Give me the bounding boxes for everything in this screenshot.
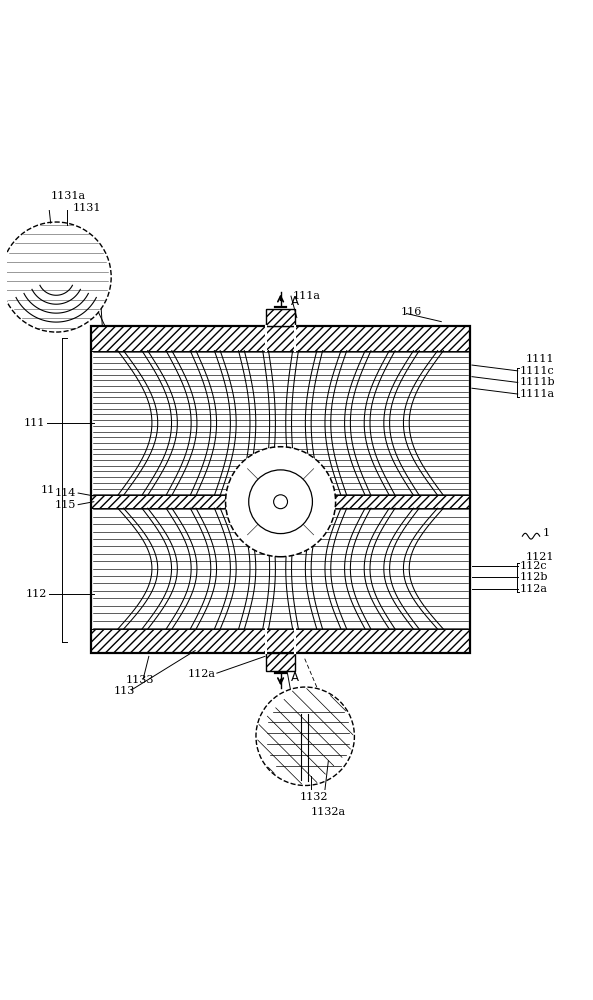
Text: 1121: 1121 — [525, 552, 554, 562]
Text: 1: 1 — [543, 528, 550, 538]
Text: 11: 11 — [41, 485, 55, 495]
Text: 115: 115 — [55, 500, 76, 510]
Circle shape — [273, 495, 288, 509]
Text: 1111c: 1111c — [519, 366, 554, 376]
Text: 1131a: 1131a — [50, 191, 86, 201]
Text: 114: 114 — [55, 488, 76, 498]
Text: 113: 113 — [114, 686, 135, 696]
Text: 1132a: 1132a — [311, 807, 346, 817]
Bar — [266, 653, 295, 671]
Text: 112c: 112c — [519, 561, 547, 571]
Text: 111a: 111a — [292, 291, 320, 301]
Bar — [91, 326, 470, 653]
Circle shape — [256, 687, 355, 786]
Text: 1132: 1132 — [299, 792, 328, 802]
Bar — [266, 653, 295, 671]
Text: 112b: 112b — [519, 572, 548, 582]
Text: 1111: 1111 — [525, 354, 554, 364]
Bar — [266, 309, 295, 326]
Text: 116: 116 — [401, 307, 422, 317]
Bar — [91, 326, 470, 351]
Bar — [91, 629, 470, 653]
Circle shape — [1, 222, 111, 332]
Bar — [91, 495, 470, 508]
Text: 112a: 112a — [188, 669, 216, 679]
Text: A: A — [291, 295, 299, 308]
Text: 112a: 112a — [519, 584, 547, 594]
Circle shape — [225, 447, 336, 557]
Bar — [266, 309, 295, 326]
Text: 1131: 1131 — [73, 203, 101, 213]
Text: 1111a: 1111a — [519, 389, 554, 399]
Text: 112: 112 — [26, 589, 47, 599]
Circle shape — [248, 470, 313, 534]
Text: A: A — [291, 671, 299, 684]
Text: 111: 111 — [23, 418, 44, 428]
Text: 1133: 1133 — [126, 675, 154, 685]
Text: 1111b: 1111b — [519, 377, 555, 387]
